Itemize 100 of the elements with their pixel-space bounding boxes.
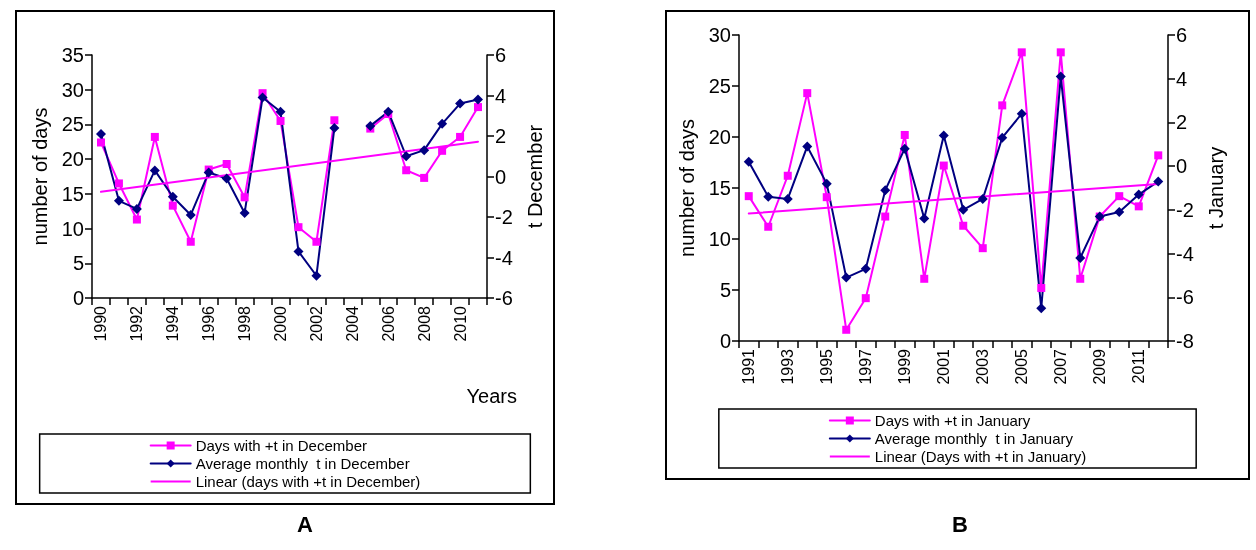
point bbox=[1115, 192, 1124, 201]
point bbox=[998, 101, 1007, 110]
y2-tick-label: 6 bbox=[495, 44, 507, 66]
point bbox=[149, 165, 160, 176]
point bbox=[899, 143, 910, 154]
point bbox=[473, 94, 484, 105]
point bbox=[1016, 108, 1027, 119]
x-tick-label: 2010 bbox=[451, 305, 469, 342]
point bbox=[114, 179, 123, 188]
text: A bbox=[296, 512, 314, 538]
point bbox=[1055, 71, 1066, 82]
x-tick-label: 1997 bbox=[857, 348, 875, 385]
point bbox=[419, 145, 430, 156]
point bbox=[420, 173, 429, 182]
x-tick-label: 1990 bbox=[92, 305, 110, 342]
x-tick-label: 2006 bbox=[379, 305, 397, 342]
y2-tick-label: 6 bbox=[1176, 24, 1188, 46]
point bbox=[939, 161, 948, 170]
point bbox=[293, 246, 304, 257]
y2-tick-label: 2 bbox=[1176, 111, 1188, 134]
point bbox=[900, 130, 909, 139]
point bbox=[383, 106, 394, 117]
point bbox=[821, 178, 832, 189]
y-tick-label: 15 bbox=[708, 177, 731, 199]
point bbox=[919, 213, 930, 224]
point bbox=[1037, 283, 1046, 292]
point bbox=[744, 192, 753, 201]
y-axis-title: number of days bbox=[29, 107, 51, 246]
legend-label: Average monthly t in January bbox=[874, 430, 1074, 447]
point bbox=[312, 237, 321, 246]
point bbox=[1114, 207, 1125, 218]
y-tick-label: 0 bbox=[72, 287, 84, 309]
point bbox=[1153, 176, 1164, 187]
x-axis-title: Years bbox=[466, 385, 517, 407]
point bbox=[95, 128, 106, 139]
point bbox=[1133, 189, 1144, 200]
y2-tick-label: 4 bbox=[495, 84, 507, 107]
y2-axis-title: t January bbox=[1205, 146, 1227, 230]
point bbox=[401, 151, 412, 162]
point bbox=[240, 193, 249, 202]
point bbox=[1075, 252, 1086, 263]
x-tick-label: 2011 bbox=[1130, 348, 1148, 384]
point bbox=[365, 120, 376, 131]
y-tick-label: 10 bbox=[708, 228, 731, 250]
legend-label: Linear (days with +t in December) bbox=[195, 473, 421, 490]
point bbox=[239, 207, 250, 218]
point bbox=[276, 116, 285, 125]
point bbox=[402, 166, 411, 175]
x-tick-label: 1999 bbox=[896, 348, 914, 385]
point bbox=[311, 270, 322, 281]
point bbox=[1036, 303, 1047, 314]
y-tick-label: 5 bbox=[719, 279, 731, 301]
point bbox=[221, 173, 232, 184]
point bbox=[186, 237, 195, 246]
point bbox=[1017, 48, 1026, 57]
x-tick-label: 1993 bbox=[779, 348, 797, 385]
point bbox=[185, 209, 196, 220]
point bbox=[474, 103, 483, 112]
y2-tick-label: -6 bbox=[1176, 286, 1194, 309]
point bbox=[841, 272, 852, 283]
point bbox=[168, 201, 177, 210]
y-tick-label: 15 bbox=[61, 182, 84, 205]
point bbox=[822, 193, 831, 202]
point bbox=[764, 222, 773, 231]
y-tick-label: 30 bbox=[708, 24, 731, 46]
text: B bbox=[951, 512, 969, 538]
point bbox=[997, 132, 1008, 143]
point bbox=[222, 160, 231, 168]
x-tick-label: 2009 bbox=[1091, 348, 1109, 385]
point bbox=[881, 212, 890, 221]
x-tick-label: 1992 bbox=[128, 305, 146, 342]
point bbox=[257, 92, 268, 103]
x-tick-label: 1995 bbox=[818, 348, 836, 385]
y2-tick-label: -2 bbox=[495, 206, 513, 228]
x-tick-label: 1998 bbox=[236, 305, 254, 342]
y2-tick-label: 4 bbox=[1176, 67, 1188, 90]
x-tick-label: 2004 bbox=[343, 305, 361, 342]
x-tick-label: 2008 bbox=[415, 305, 433, 342]
point bbox=[861, 294, 870, 303]
point bbox=[1056, 48, 1065, 57]
x-tick-label: 2005 bbox=[1013, 348, 1031, 385]
point bbox=[783, 171, 792, 180]
y-tick-label: 35 bbox=[61, 44, 84, 66]
y-axis-title: number of days bbox=[676, 119, 698, 257]
x-tick-label: 1994 bbox=[164, 305, 182, 342]
x-tick-label: 2001 bbox=[935, 348, 953, 385]
y-tick-label: 25 bbox=[61, 113, 84, 136]
point bbox=[743, 156, 754, 167]
y2-tick-label: -6 bbox=[495, 287, 513, 309]
point bbox=[96, 138, 105, 147]
y2-tick-label: -2 bbox=[1176, 198, 1194, 221]
x-tick-label: 2003 bbox=[974, 348, 992, 385]
point bbox=[782, 193, 793, 204]
point bbox=[860, 263, 871, 274]
point bbox=[938, 130, 949, 141]
legend-label: Days with +t in December bbox=[195, 437, 367, 454]
y-tick-label: 0 bbox=[719, 330, 731, 352]
y2-axis-title: t December bbox=[524, 124, 546, 229]
point bbox=[1154, 151, 1163, 160]
x-tick-label: 2007 bbox=[1052, 348, 1070, 385]
